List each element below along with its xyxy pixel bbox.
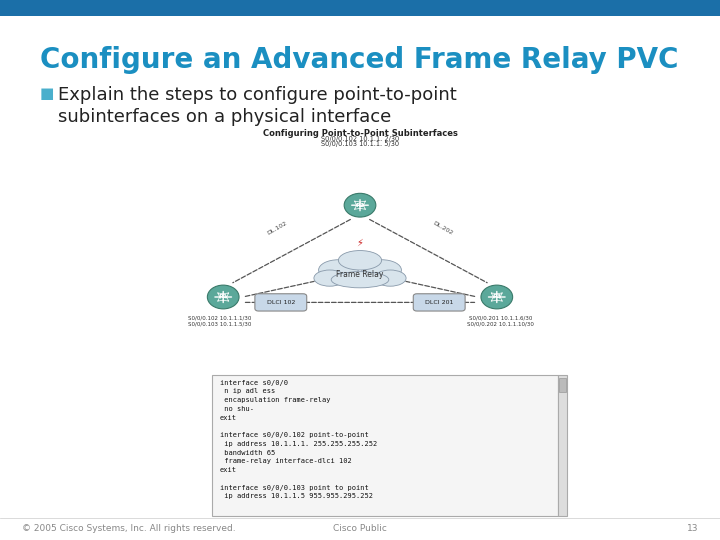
Ellipse shape bbox=[331, 272, 389, 288]
Text: Cisco Public: Cisco Public bbox=[333, 524, 387, 533]
Ellipse shape bbox=[207, 285, 239, 309]
Text: Configuring Point-to-Point Subinterfaces: Configuring Point-to-Point Subinterfaces bbox=[263, 129, 457, 138]
Text: DL.202: DL.202 bbox=[432, 220, 454, 236]
Ellipse shape bbox=[318, 260, 359, 280]
Text: Explain the steps to configure point-to-point: Explain the steps to configure point-to-… bbox=[58, 86, 456, 104]
Text: DL.102: DL.102 bbox=[266, 220, 288, 236]
Text: S0/0/0.201 10.1.1.6/30
S0/0/0.202 10.1.1.10/30: S0/0/0.201 10.1.1.6/30 S0/0/0.202 10.1.1… bbox=[467, 315, 534, 327]
Ellipse shape bbox=[344, 193, 376, 217]
Text: S0/0/0.103 10.1.1. 5/30: S0/0/0.103 10.1.1. 5/30 bbox=[321, 141, 399, 147]
Text: subinterfaces on a physical interface: subinterfaces on a physical interface bbox=[58, 108, 391, 126]
Ellipse shape bbox=[362, 260, 402, 280]
Ellipse shape bbox=[374, 270, 406, 286]
FancyBboxPatch shape bbox=[0, 0, 720, 16]
Ellipse shape bbox=[314, 270, 346, 286]
FancyBboxPatch shape bbox=[413, 294, 465, 311]
Text: R1: R1 bbox=[219, 294, 228, 300]
FancyBboxPatch shape bbox=[255, 294, 307, 311]
Text: S0/0/0.102 10.1.1. 2/30: S0/0/0.102 10.1.1. 2/30 bbox=[321, 136, 399, 142]
Text: Configure an Advanced Frame Relay PVC: Configure an Advanced Frame Relay PVC bbox=[40, 46, 678, 74]
FancyBboxPatch shape bbox=[558, 375, 567, 516]
Text: ■: ■ bbox=[40, 86, 54, 102]
Ellipse shape bbox=[481, 285, 513, 309]
Text: R2: R2 bbox=[356, 202, 364, 208]
Text: ⚡: ⚡ bbox=[356, 238, 364, 248]
Ellipse shape bbox=[338, 251, 382, 270]
Text: S0/0/0.102 10.1.1.1/30
S0/0/0.103 10.1.1.5/30: S0/0/0.102 10.1.1.1/30 S0/0/0.103 10.1.1… bbox=[188, 315, 251, 327]
Text: DLCI 201: DLCI 201 bbox=[425, 300, 454, 305]
Text: 13: 13 bbox=[687, 524, 698, 533]
FancyBboxPatch shape bbox=[212, 375, 558, 516]
FancyBboxPatch shape bbox=[559, 378, 566, 392]
Text: © 2005 Cisco Systems, Inc. All rights reserved.: © 2005 Cisco Systems, Inc. All rights re… bbox=[22, 524, 235, 533]
Text: R3: R3 bbox=[492, 294, 501, 300]
Text: DLCI 102: DLCI 102 bbox=[266, 300, 295, 305]
Text: Frame Relay: Frame Relay bbox=[336, 270, 384, 279]
Text: interface s0/0/0
 n ip adl ess
 encapsulation frame-relay
 no shu-
exit

interfa: interface s0/0/0 n ip adl ess encapsulat… bbox=[220, 380, 377, 500]
